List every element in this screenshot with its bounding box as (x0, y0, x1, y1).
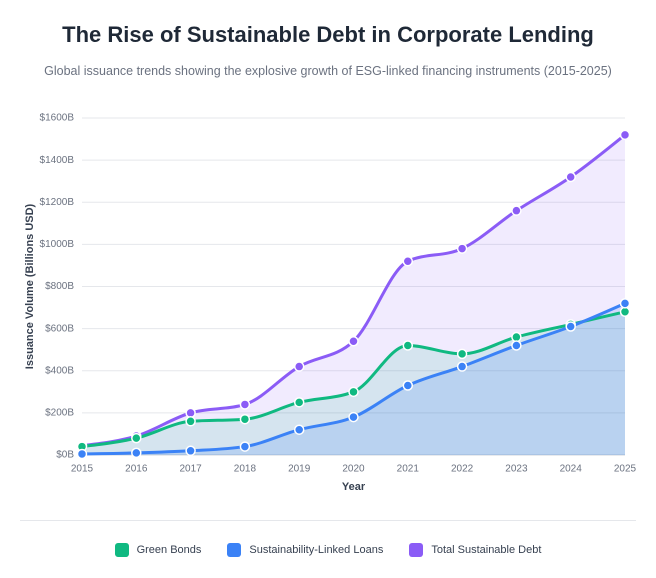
x-tick-label: 2021 (397, 464, 420, 475)
chart-title: The Rise of Sustainable Debt in Corporat… (62, 22, 594, 47)
data-point (348, 386, 359, 398)
y-axis-title: Issuance Volume (Billions USD) (24, 203, 36, 369)
data-point (239, 399, 251, 410)
legend-item[interactable]: Green Bonds (114, 543, 202, 557)
data-point (293, 424, 305, 435)
legend-label: Sustainability-Linked Loans (249, 544, 384, 556)
data-point (619, 129, 631, 141)
data-point (185, 445, 196, 457)
data-point (239, 413, 251, 425)
series-line (81, 133, 626, 448)
data-point (185, 407, 196, 419)
y-tick-label: $1600B (40, 113, 75, 124)
data-point (402, 255, 414, 267)
x-tick-label: 2015 (71, 464, 94, 475)
area-fill (82, 303, 625, 455)
data-point (239, 441, 251, 452)
y-tick-label: $1400B (40, 155, 75, 166)
y-tick-label: $0B (56, 450, 74, 461)
data-point (511, 340, 522, 351)
y-tick-label: $800B (45, 281, 74, 292)
x-tick-label: 2025 (614, 464, 637, 475)
data-point (619, 306, 631, 318)
data-point (185, 416, 196, 427)
data-point (348, 336, 359, 347)
data-point (402, 340, 414, 351)
x-tick-label: 2022 (451, 464, 474, 475)
data-point (619, 298, 631, 309)
y-tick-label: $1000B (40, 239, 75, 250)
x-axis-title: Year (342, 481, 366, 493)
data-point (293, 361, 305, 372)
x-tick-label: 2016 (125, 464, 148, 475)
data-point (511, 331, 522, 343)
data-point (456, 243, 468, 254)
legend-label: Green Bonds (136, 544, 202, 556)
data-point (131, 447, 142, 459)
separator (20, 520, 636, 521)
x-tick-label: 2017 (179, 464, 202, 475)
data-point (293, 397, 305, 408)
data-point (511, 205, 522, 216)
legend-swatch (114, 543, 129, 557)
data-point (76, 448, 88, 460)
data-point (402, 380, 414, 391)
y-tick-label: $1200B (40, 197, 75, 208)
y-tick-label: $400B (45, 365, 74, 376)
y-tick-label: $600B (45, 323, 74, 334)
data-point (131, 432, 142, 444)
legend-item[interactable]: Sustainability-Linked Loans (227, 543, 383, 557)
legend-swatch (227, 543, 242, 557)
x-tick-label: 2018 (234, 464, 257, 475)
data-point (565, 321, 576, 332)
data-point (348, 411, 359, 423)
data-point (456, 348, 468, 360)
x-tick-label: 2023 (505, 464, 528, 475)
x-tick-label: 2020 (342, 464, 365, 475)
x-tick-label: 2024 (560, 464, 583, 475)
legend-item[interactable]: Total Sustainable Debt (409, 543, 541, 557)
legend-label: Total Sustainable Debt (431, 544, 542, 556)
area-fill (82, 134, 625, 455)
legend: Green Bonds Sustainability-Linked Loans To… (0, 543, 656, 557)
x-tick-label: 2019 (288, 464, 311, 475)
data-point (456, 361, 468, 372)
chart-subtitle: Global issuance trends showing the explo… (44, 64, 612, 78)
y-tick-label: $200B (45, 408, 74, 419)
legend-swatch (409, 543, 424, 557)
data-point (565, 171, 576, 183)
